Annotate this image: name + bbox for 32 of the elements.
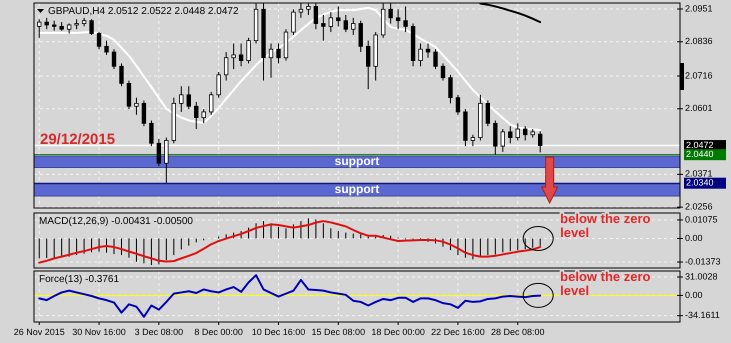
- y-tick-label: -34.1611: [685, 310, 720, 320]
- x-tick-label: 8 Dec 00:00: [194, 327, 243, 337]
- x-tick-label: 18 Dec 00:00: [371, 327, 425, 337]
- x-tick-label: 28 Dec 08:00: [490, 327, 545, 337]
- ref-line-label: 2.0440: [686, 149, 714, 160]
- y-tick-label: 2.0951: [685, 3, 713, 14]
- chart-title: GBPAUD,H4 2.0512 2.0522 2.0448 2.0472: [48, 6, 239, 17]
- x-tick-label: 30 Nov 16:00: [72, 327, 126, 337]
- y-tick-label: 2.0371: [685, 168, 713, 179]
- y-tick-label: 0.00: [685, 290, 703, 300]
- ref-line-label: 2.0340: [686, 178, 714, 188]
- x-tick-label: 22 Dec 16:00: [431, 327, 485, 337]
- annotation: 29/12/2015: [40, 131, 116, 148]
- x-tick-label: 3 Dec 08:00: [134, 327, 184, 337]
- x-tick-label: 26 Nov 2015: [14, 327, 65, 337]
- y-tick-label: 2.0601: [685, 103, 713, 114]
- y-tick-label: 2.0716: [685, 70, 713, 80]
- annotation: below the zero level: [560, 211, 651, 240]
- ref-line-label: 2.0472: [686, 140, 714, 150]
- y-tick-label: -0.01373: [685, 256, 721, 266]
- y-tick-label: 31.0028: [685, 271, 718, 282]
- y-tick-label: 2.0836: [685, 36, 713, 46]
- band-label: support: [334, 182, 380, 196]
- annotation: below the zero level: [560, 269, 651, 298]
- y-tick-label: 0.00: [685, 232, 703, 243]
- chart-title: Force(13) -0.3761: [39, 274, 120, 285]
- y-tick-label: 0.01075: [685, 214, 718, 224]
- chart-title: MACD(12,26,9) -0.00431 -0.00500: [39, 216, 194, 227]
- y-tick-label: 2.0256: [685, 202, 713, 212]
- x-tick-label: 15 Dec 08:00: [312, 327, 366, 337]
- x-tick-label: 10 Dec 16:00: [252, 327, 306, 337]
- band-label: support: [334, 154, 380, 168]
